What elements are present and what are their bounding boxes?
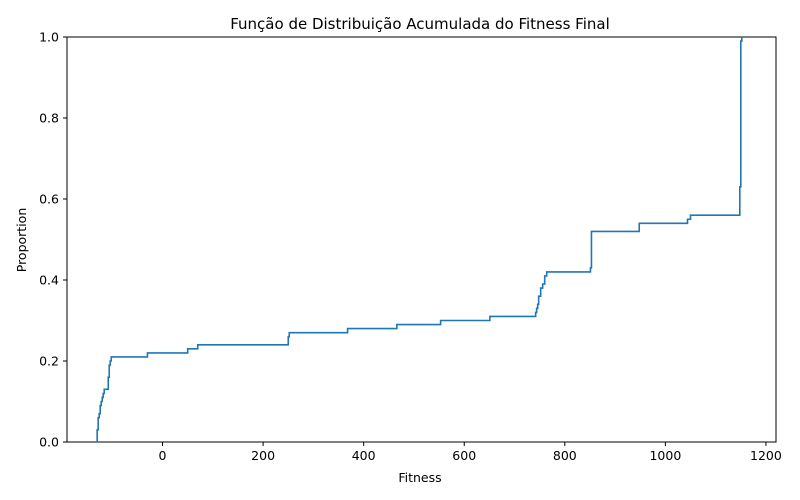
y-axis-label: Proportion	[14, 208, 29, 273]
y-axis: 0.0 0.2 0.4 0.6 0.8 1.0	[39, 30, 67, 450]
x-axis: 0 200 400 600 800 1000 1200	[159, 442, 782, 463]
ecdf-series-line	[96, 37, 743, 443]
x-tick-label: 1000	[649, 448, 681, 463]
x-axis-label: Fitness	[398, 470, 441, 485]
y-tick-label: 0.4	[39, 273, 59, 288]
y-tick-label: 0.8	[39, 111, 59, 126]
y-tick-label: 1.0	[39, 30, 59, 45]
x-tick-label: 200	[251, 448, 275, 463]
x-tick-label: 0	[159, 448, 167, 463]
y-tick-label: 0.6	[39, 192, 59, 207]
x-tick-label: 800	[553, 448, 577, 463]
x-tick-label: 400	[352, 448, 376, 463]
axes-frame	[66, 36, 777, 443]
y-tick-label: 0.0	[39, 435, 59, 450]
y-tick-label: 0.2	[39, 354, 59, 369]
x-tick-label: 600	[452, 448, 476, 463]
x-tick-label: 1200	[750, 448, 782, 463]
plot-area	[66, 36, 777, 443]
chart-title: Função de Distribuição Acumulada do Fitn…	[230, 15, 610, 33]
